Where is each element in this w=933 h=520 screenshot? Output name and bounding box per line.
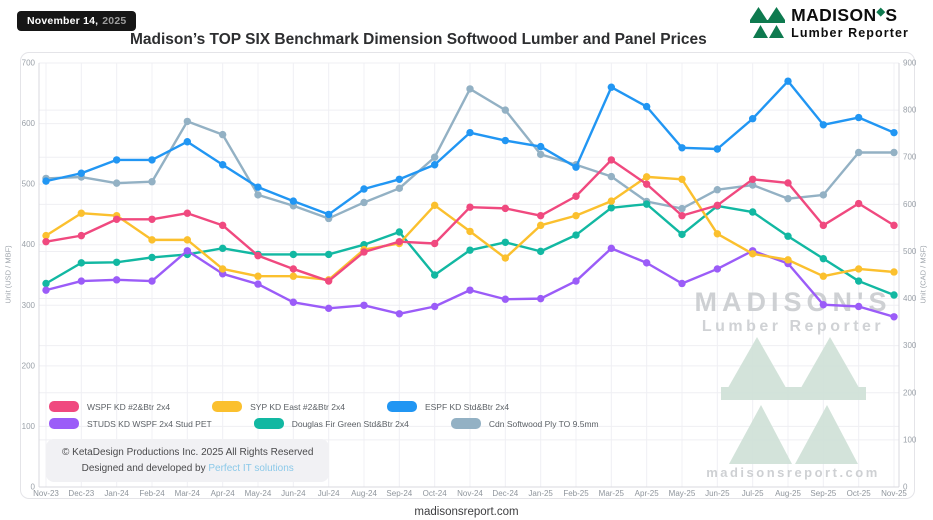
- chart-card: MADISON'S Lumber Reporter madisonsreport…: [20, 52, 915, 499]
- date-badge: November 14, 2025: [17, 11, 136, 31]
- svg-text:Aug-25: Aug-25: [775, 489, 801, 498]
- svg-text:300: 300: [903, 341, 917, 350]
- svg-text:Jan-24: Jan-24: [104, 489, 129, 498]
- legend-label-espf: ESPF KD Std&Btr 2x4: [425, 402, 509, 412]
- legend-row-2: STUDS KD WSPF 2x4 Stud PET Douglas Fir G…: [49, 418, 599, 429]
- brand-triangles-icon: [750, 7, 786, 39]
- legend-swatch-dougfir: [254, 418, 284, 429]
- right-axis-title: Unit (CAD / MSF): [919, 240, 928, 310]
- svg-text:Aug-24: Aug-24: [351, 489, 377, 498]
- badge-year: 2025: [102, 15, 126, 27]
- page: November 14, 2025 Madison’s TOP SIX Bench…: [0, 0, 933, 520]
- legend-label-wspf: WSPF KD #2&Btr 2x4: [87, 402, 170, 412]
- legend-swatch-espf: [387, 401, 417, 412]
- svg-text:Nov-23: Nov-23: [33, 489, 59, 498]
- svg-text:Apr-25: Apr-25: [635, 489, 660, 498]
- svg-text:200: 200: [22, 361, 36, 370]
- svg-text:Jun-24: Jun-24: [281, 489, 306, 498]
- y-axis-labels-left: 0100200300400500600700: [22, 59, 36, 492]
- watermark-line1: MADISON'S: [695, 287, 892, 317]
- svg-text:Jun-25: Jun-25: [705, 489, 730, 498]
- chart-legend: WSPF KD #2&Btr 2x4 SYP KD East #2&Btr 2x…: [49, 401, 599, 429]
- svg-text:Nov-25: Nov-25: [881, 489, 907, 498]
- svg-text:Sep-25: Sep-25: [810, 489, 836, 498]
- legend-swatch-wspf: [49, 401, 79, 412]
- legend-swatch-studs: [49, 418, 79, 429]
- legend-item-cdnply[interactable]: Cdn Softwood Ply TO 9.5mm: [451, 418, 599, 429]
- svg-text:900: 900: [903, 59, 917, 68]
- svg-text:400: 400: [22, 240, 36, 249]
- left-axis-title: Unit (USD / MBF): [4, 240, 13, 310]
- svg-text:600: 600: [22, 119, 36, 128]
- svg-text:Mar-25: Mar-25: [599, 489, 625, 498]
- legend-row-1: WSPF KD #2&Btr 2x4 SYP KD East #2&Btr 2x…: [49, 401, 599, 412]
- site-footer-url: madisonsreport.com: [0, 506, 933, 518]
- developer-link[interactable]: Perfect IT solutions: [208, 463, 293, 474]
- legend-item-syp[interactable]: SYP KD East #2&Btr 2x4: [212, 401, 345, 412]
- legend-item-espf[interactable]: ESPF KD Std&Btr 2x4: [387, 401, 509, 412]
- svg-text:Mar-24: Mar-24: [175, 489, 201, 498]
- svg-text:May-24: May-24: [245, 489, 272, 498]
- svg-text:Apr-24: Apr-24: [211, 489, 236, 498]
- svg-text:Feb-24: Feb-24: [139, 489, 165, 498]
- svg-text:500: 500: [903, 247, 917, 256]
- copyright-line2: Designed and developed by Perfect IT sol…: [62, 463, 313, 474]
- legend-item-dougfir[interactable]: Douglas Fir Green Std&Btr 2x4: [254, 418, 409, 429]
- svg-text:200: 200: [903, 388, 917, 397]
- svg-text:600: 600: [903, 200, 917, 209]
- legend-label-dougfir: Douglas Fir Green Std&Btr 2x4: [292, 419, 409, 429]
- brand-name: MADISON◆S: [791, 7, 909, 25]
- brand-logo: MADISON◆S Lumber Reporter: [750, 7, 909, 39]
- svg-text:May-25: May-25: [669, 489, 696, 498]
- legend-swatch-cdnply: [451, 418, 481, 429]
- svg-text:100: 100: [903, 435, 917, 444]
- legend-label-syp: SYP KD East #2&Btr 2x4: [250, 402, 345, 412]
- watermark-triangles-icon: [721, 337, 866, 464]
- svg-text:100: 100: [22, 422, 36, 431]
- y-axis-labels-right: 0100200300400500600700800900: [903, 59, 917, 492]
- svg-text:Oct-24: Oct-24: [423, 489, 448, 498]
- x-axis-labels: Nov-23 Dec-23 Jan-24 Feb-24 Mar-24 Apr-24 May-…: [33, 489, 907, 498]
- svg-text:400: 400: [903, 294, 917, 303]
- svg-text:Jul-24: Jul-24: [318, 489, 340, 498]
- brand-text: MADISON◆S Lumber Reporter: [791, 7, 909, 39]
- legend-label-studs: STUDS KD WSPF 2x4 Stud PET: [87, 419, 212, 429]
- svg-text:300: 300: [22, 301, 36, 310]
- watermark-line2: Lumber Reporter: [702, 318, 884, 335]
- svg-text:Jan-25: Jan-25: [528, 489, 553, 498]
- svg-text:Dec-24: Dec-24: [492, 489, 518, 498]
- badge-date: November 14,: [27, 15, 98, 27]
- svg-text:Jul-25: Jul-25: [742, 489, 764, 498]
- svg-text:700: 700: [903, 153, 917, 162]
- brand-subtitle: Lumber Reporter: [791, 27, 909, 40]
- svg-text:800: 800: [903, 106, 917, 115]
- legend-swatch-syp: [212, 401, 242, 412]
- svg-text:Dec-23: Dec-23: [68, 489, 94, 498]
- legend-label-cdnply: Cdn Softwood Ply TO 9.5mm: [489, 419, 599, 429]
- legend-item-studs[interactable]: STUDS KD WSPF 2x4 Stud PET: [49, 418, 212, 429]
- legend-item-wspf[interactable]: WSPF KD #2&Btr 2x4: [49, 401, 170, 412]
- svg-text:Oct-25: Oct-25: [847, 489, 872, 498]
- watermark-url: madisonsreport.com: [706, 465, 880, 480]
- svg-text:Nov-24: Nov-24: [457, 489, 483, 498]
- price-chart: MADISON'S Lumber Reporter madisonsreport…: [21, 53, 914, 498]
- page-title: Madison’s TOP SIX Benchmark Dimension So…: [130, 31, 707, 49]
- svg-text:Sep-24: Sep-24: [386, 489, 412, 498]
- svg-text:500: 500: [22, 180, 36, 189]
- copyright-box: © KetaDesign Productions Inc. 2025 All R…: [46, 439, 329, 482]
- svg-text:Feb-25: Feb-25: [563, 489, 589, 498]
- svg-text:700: 700: [22, 59, 36, 68]
- watermark: MADISON'S Lumber Reporter madisonsreport…: [695, 287, 892, 480]
- copyright-line1: © KetaDesign Productions Inc. 2025 All R…: [62, 447, 313, 458]
